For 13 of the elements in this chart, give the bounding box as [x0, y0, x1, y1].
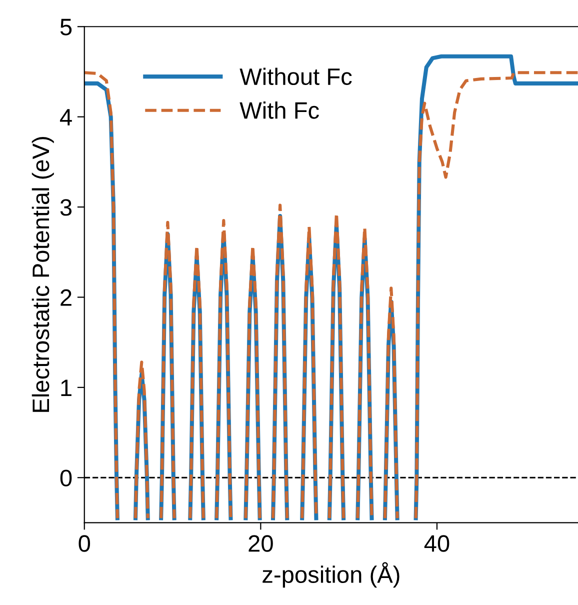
legend-label: With Fc	[240, 102, 319, 119]
legend-label: Without Fc	[240, 68, 352, 86]
x-tick-label: 20	[248, 535, 273, 552]
y-tick-label: 4	[60, 109, 72, 126]
y-tick-label: 3	[60, 199, 72, 216]
y-tick-label: 1	[61, 380, 72, 396]
y-tick-label: 2	[60, 289, 72, 306]
x-axis-title: z-position (Å)	[262, 562, 400, 588]
x-tick-label: 0	[78, 535, 90, 552]
y-tick-label: 5	[60, 18, 72, 36]
y-axis-title: Electrostatic Potential (eV)	[32, 137, 54, 412]
x-tick-label: 40	[424, 535, 450, 552]
y-tick-label: 0	[60, 470, 72, 486]
